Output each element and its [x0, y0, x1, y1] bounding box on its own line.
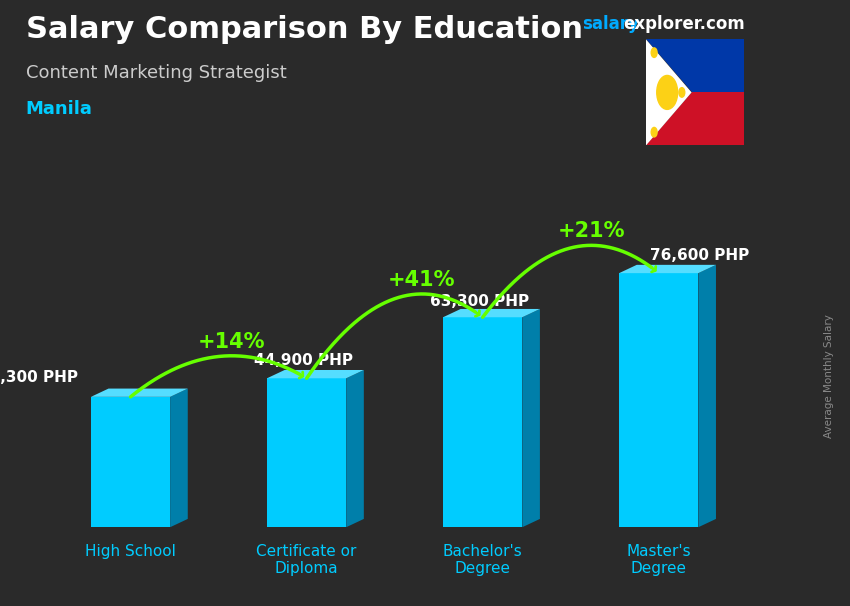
Polygon shape	[91, 397, 170, 527]
Polygon shape	[646, 92, 744, 145]
Text: Content Marketing Strategist: Content Marketing Strategist	[26, 64, 286, 82]
Polygon shape	[267, 378, 346, 527]
Circle shape	[657, 75, 677, 110]
Polygon shape	[646, 39, 692, 145]
Polygon shape	[346, 370, 364, 527]
Text: salary: salary	[582, 15, 639, 33]
Text: 39,300 PHP: 39,300 PHP	[0, 370, 77, 385]
Polygon shape	[619, 273, 699, 527]
Polygon shape	[699, 265, 716, 527]
Text: explorer.com: explorer.com	[623, 15, 745, 33]
Circle shape	[651, 127, 657, 137]
Text: Average Monthly Salary: Average Monthly Salary	[824, 314, 834, 438]
Text: Manila: Manila	[26, 100, 93, 118]
Polygon shape	[522, 309, 540, 527]
Circle shape	[651, 48, 657, 58]
Text: 63,300 PHP: 63,300 PHP	[430, 294, 529, 309]
Text: +14%: +14%	[198, 332, 265, 352]
Polygon shape	[646, 39, 744, 92]
Polygon shape	[267, 370, 364, 378]
Circle shape	[679, 88, 685, 97]
Polygon shape	[443, 309, 540, 318]
Text: 44,900 PHP: 44,900 PHP	[254, 353, 353, 368]
Text: 76,600 PHP: 76,600 PHP	[650, 248, 749, 263]
Polygon shape	[443, 318, 522, 527]
Polygon shape	[91, 388, 188, 397]
Text: +21%: +21%	[558, 221, 626, 241]
Text: +41%: +41%	[388, 270, 456, 290]
Polygon shape	[170, 388, 188, 527]
Text: Salary Comparison By Education: Salary Comparison By Education	[26, 15, 582, 44]
Polygon shape	[619, 265, 716, 273]
